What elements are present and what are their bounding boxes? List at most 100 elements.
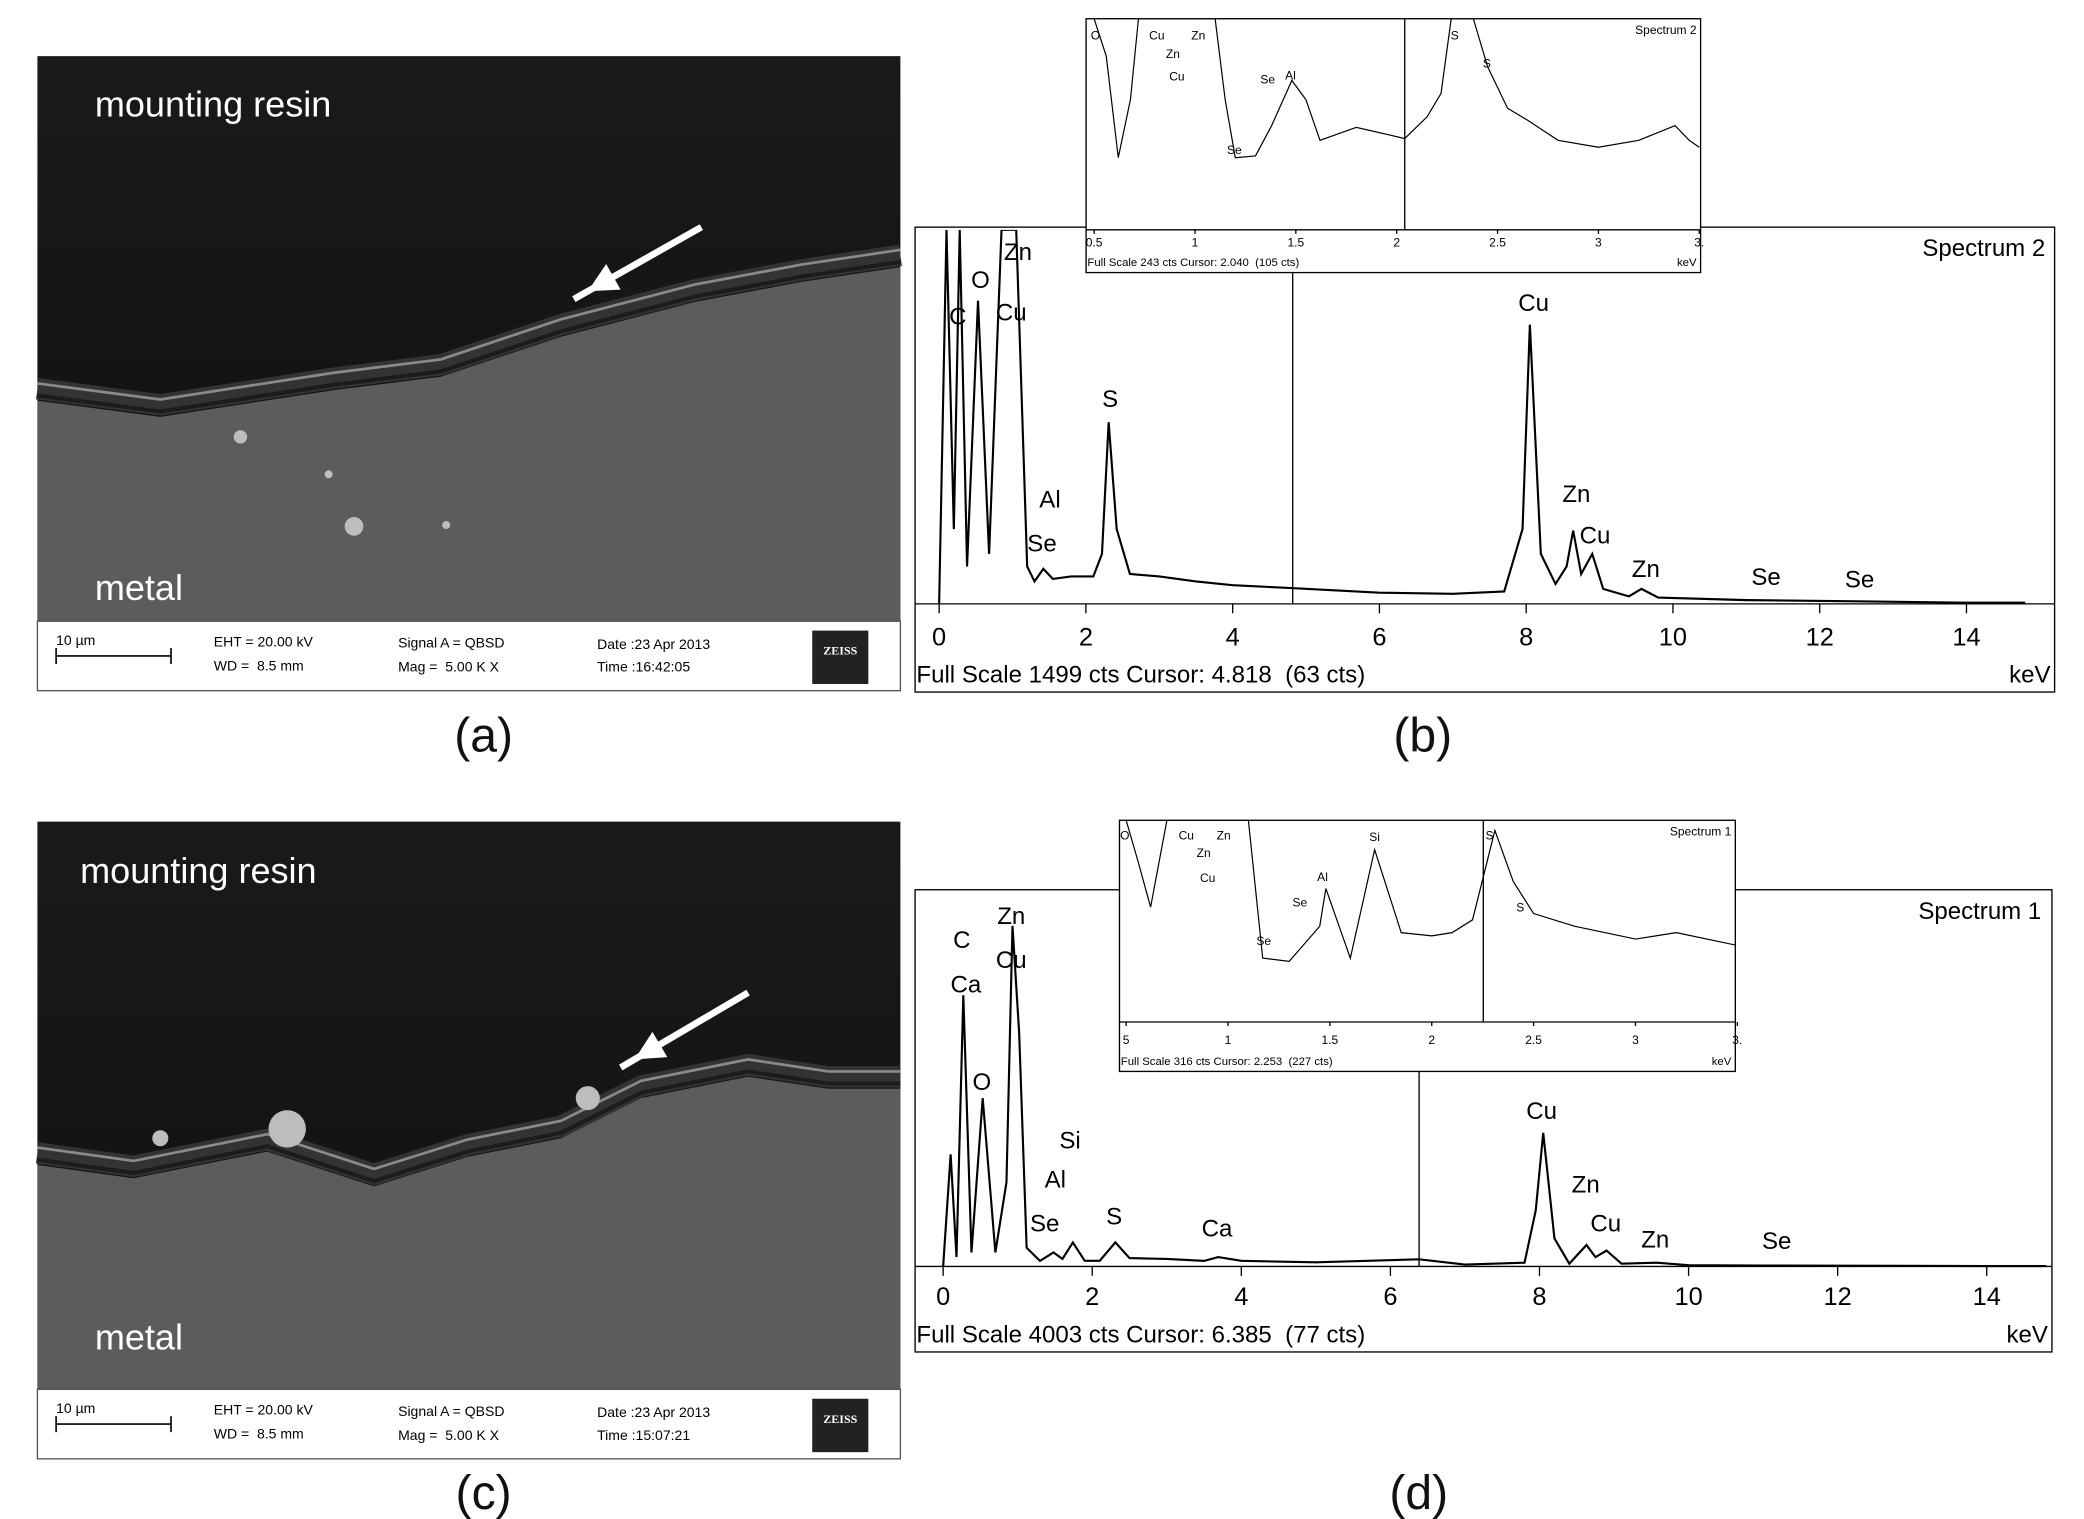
- x-tick-label: 3: [1595, 235, 1602, 249]
- spectrum-line: [938, 229, 2026, 604]
- metal-region: [37, 267, 901, 622]
- x-tick-label: 6: [1383, 1283, 1397, 1311]
- peak-label: Al: [1045, 1166, 1066, 1193]
- peak-label: S: [1486, 828, 1494, 842]
- sem-info: 10 µm: [56, 1400, 95, 1416]
- peak-label: Cu: [1518, 290, 1549, 317]
- spectrum-title: Spectrum 2: [1635, 23, 1697, 37]
- footer: Full Scale 316 cts Cursor: 2.253 (227 ct…: [1121, 1056, 1333, 1068]
- peak-label: C: [949, 303, 966, 330]
- sem-info: 10 µm: [56, 632, 95, 648]
- footer: Full Scale 243 cts Cursor: 2.040 (105 ct…: [1087, 257, 1299, 269]
- peak-label: Se: [1292, 895, 1307, 909]
- spectrum-chart: 0.5 1 1.5 2 2.5 3 3. Full Scale 243 cts Cursor:…: [1085, 18, 1704, 274]
- footer: Full Scale 4003 cts Cursor: 6.385 (77 ct…: [916, 1321, 1365, 1348]
- spectrum-chart: 5 1 1.5 2 2.5 3 3. Full Scale 316 cts Cursor: 2…: [1118, 819, 1742, 1073]
- x-tick-label: 8: [1532, 1283, 1546, 1311]
- peak-label: Se: [1027, 530, 1056, 557]
- x-tick-label: 10: [1659, 623, 1687, 651]
- info-bar: [36, 1388, 902, 1460]
- sem-info: Time :16:42:05: [597, 659, 690, 675]
- arrow-head: [634, 1031, 668, 1060]
- arrow-head: [587, 264, 621, 292]
- panel-caption: (a): [454, 708, 513, 762]
- peak-label: Zn: [1191, 28, 1205, 42]
- x-tick-label: 6: [1372, 623, 1386, 651]
- x-tick-label: 12: [1806, 623, 1834, 651]
- x-tick-label: 1.5: [1287, 235, 1304, 249]
- x-tick-label: 1.5: [1322, 1033, 1339, 1047]
- peak-label: Zn: [1197, 846, 1211, 860]
- x-tick-label: 8: [1519, 623, 1533, 651]
- peak-label: O: [1120, 828, 1129, 842]
- corrosion-layer: [35, 1053, 901, 1186]
- particle: [233, 430, 248, 444]
- sem-info: Mag = 5.00 K X: [398, 659, 500, 675]
- x-tick-label: 2: [1393, 235, 1400, 249]
- sem-info: Date :23 Apr 2013: [597, 636, 710, 652]
- peak-label: Cu: [1580, 522, 1611, 549]
- region-label: metal: [95, 1316, 183, 1357]
- particle: [268, 1110, 306, 1148]
- x-axis-label: keV: [1677, 257, 1697, 269]
- peak-label: C: [953, 927, 970, 954]
- x-tick-label: 2.5: [1525, 1033, 1542, 1047]
- peak-label: Se: [1751, 564, 1780, 591]
- peak-label: Cu: [1179, 828, 1194, 842]
- peak-label: Cu: [1149, 28, 1164, 42]
- x-tick-label: 4: [1234, 1283, 1248, 1311]
- sem-info: Mag = 5.00 K X: [398, 1427, 500, 1443]
- peak-label: S: [1106, 1204, 1122, 1231]
- spectrum-title: Spectrum 1: [1670, 824, 1732, 838]
- peak-label: Cu: [1590, 1210, 1621, 1237]
- peak-label: Ca: [950, 971, 981, 998]
- peak-label: Se: [1256, 934, 1271, 948]
- peak-label: O: [973, 1069, 992, 1096]
- peak-label: Ca: [1202, 1216, 1233, 1243]
- logo: ZEISS: [823, 1412, 857, 1426]
- logo: ZEISS: [823, 644, 857, 658]
- x-tick-label: 10: [1674, 1283, 1702, 1311]
- sem-info: WD = 8.5 mm: [214, 1425, 304, 1441]
- x-tick-label: 5: [1123, 1033, 1130, 1047]
- spectrum-line: [942, 925, 2047, 1268]
- peak-label: Cu: [996, 299, 1027, 326]
- peak-label: Al: [1285, 68, 1296, 82]
- x-tick-label: 0: [936, 1283, 950, 1311]
- corrosion-streak: [37, 248, 901, 401]
- panel-caption: (c): [456, 1466, 512, 1519]
- spectrum-line: [1125, 820, 1736, 962]
- peak-label: Cu: [1526, 1098, 1557, 1125]
- peak-label: Zn: [1632, 556, 1660, 583]
- info-bar: [36, 620, 902, 692]
- x-tick-label: 3.: [1694, 235, 1704, 249]
- spectrum-title: Spectrum 2: [1922, 235, 2045, 262]
- peak-label: Se: [1260, 72, 1275, 86]
- sem-info: Date :23 Apr 2013: [597, 1404, 710, 1420]
- corrosion-streak: [37, 1058, 901, 1171]
- scale-bar: [55, 647, 172, 664]
- x-tick-label: 2.5: [1489, 235, 1506, 249]
- peak-label: O: [1091, 28, 1100, 42]
- peak-label: S: [1451, 28, 1459, 42]
- x-tick-label: 14: [1952, 623, 1980, 651]
- scale-bar: [55, 1416, 172, 1433]
- panel-caption: (d): [1389, 1466, 1448, 1519]
- region-label: mounting resin: [80, 850, 316, 891]
- peak-label: Si: [1059, 1128, 1080, 1155]
- particle: [344, 517, 364, 536]
- x-axis-label: keV: [2009, 661, 2050, 688]
- x-tick-label: 4: [1226, 623, 1240, 651]
- x-tick-label: 3.: [1732, 1033, 1742, 1047]
- metal-region: [37, 1076, 901, 1390]
- peak-label: S: [1516, 901, 1524, 915]
- particle: [152, 1130, 169, 1147]
- sem-info: Signal A = QBSD: [398, 1403, 504, 1419]
- x-tick-label: 12: [1824, 1283, 1852, 1311]
- x-axis-label: keV: [2007, 1321, 2048, 1348]
- peak-label: S: [1102, 386, 1118, 413]
- peak-label: Cu: [996, 947, 1027, 974]
- x-tick-label: 1: [1192, 235, 1199, 249]
